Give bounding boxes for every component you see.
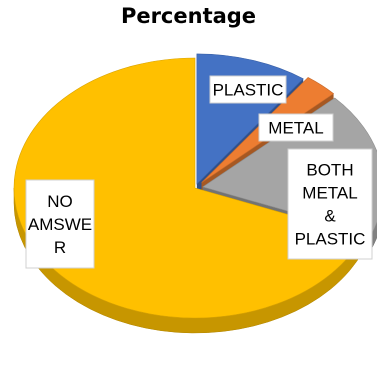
svg-text:AMSWE: AMSWE	[28, 215, 92, 234]
svg-text:PLASTIC: PLASTIC	[295, 230, 366, 249]
data-label-metal: METAL	[258, 113, 334, 142]
svg-text:METAL: METAL	[302, 184, 357, 203]
svg-text:R: R	[54, 238, 66, 257]
chart-title: Percentage	[120, 4, 257, 28]
svg-text:&: &	[324, 207, 336, 226]
svg-text:NO: NO	[47, 192, 73, 211]
svg-text:PLASTIC: PLASTIC	[213, 81, 284, 100]
data-label-no-amswer: NO AMSWE R	[25, 179, 95, 269]
data-label-plastic: PLASTIC	[209, 75, 287, 104]
data-label-both-metal-plastic: BOTH METAL & PLASTIC	[287, 148, 373, 260]
svg-text:METAL: METAL	[268, 119, 323, 138]
svg-text:BOTH: BOTH	[306, 161, 353, 180]
